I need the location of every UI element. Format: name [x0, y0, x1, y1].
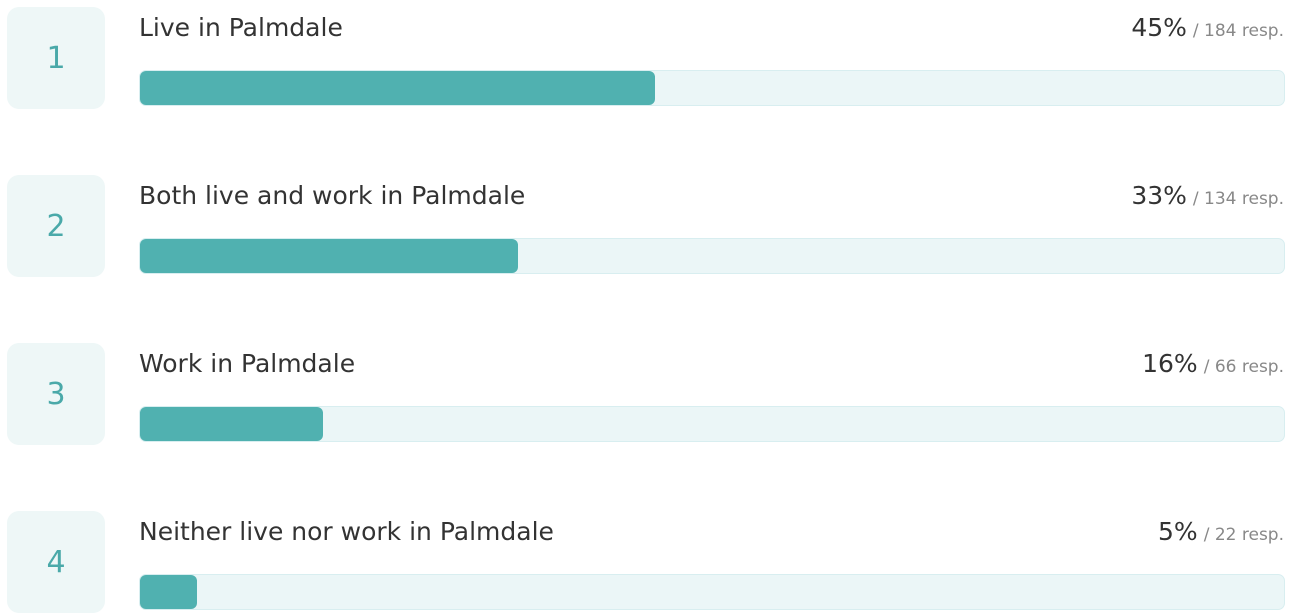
result-row: 4 Neither live nor work in Palmdale 5%/ 22…	[0, 509, 1298, 613]
bar	[140, 71, 655, 105]
result-stats: 45%/ 184 resp.	[1131, 13, 1284, 42]
option-label: Live in Palmdale	[139, 13, 343, 42]
option-label: Neither live nor work in Palmdale	[139, 517, 554, 546]
bar-track	[139, 238, 1285, 274]
result-stats: 16%/ 66 resp.	[1142, 349, 1284, 378]
responses-label: / 22 resp.	[1203, 525, 1284, 545]
rank-badge: 4	[7, 511, 105, 613]
result-row: 1 Live in Palmdale 45%/ 184 resp.	[0, 5, 1298, 109]
option-label: Work in Palmdale	[139, 349, 356, 378]
percent-label: 16%	[1142, 349, 1198, 378]
responses-label: / 66 resp.	[1203, 357, 1284, 377]
rank-badge: 3	[7, 343, 105, 445]
option-label: Both live and work in Palmdale	[139, 181, 526, 210]
result-stats: 33%/ 134 resp.	[1131, 181, 1284, 210]
responses-label: / 134 resp.	[1192, 189, 1284, 209]
responses-label: / 184 resp.	[1192, 21, 1284, 41]
percent-label: 5%	[1158, 517, 1198, 546]
percent-label: 33%	[1131, 181, 1187, 210]
bar	[140, 407, 324, 441]
bar-track	[139, 574, 1285, 610]
bar	[140, 239, 518, 273]
bar-track	[139, 70, 1285, 106]
result-row: 2 Both live and work in Palmdale 33%/ 134 …	[0, 173, 1298, 277]
rank-badge: 2	[7, 175, 105, 277]
bar	[140, 575, 198, 609]
rank-badge: 1	[7, 7, 105, 109]
result-row: 3 Work in Palmdale 16%/ 66 resp.	[0, 341, 1298, 445]
result-stats: 5%/ 22 resp.	[1158, 517, 1284, 546]
bar-track	[139, 406, 1285, 442]
percent-label: 45%	[1131, 13, 1187, 42]
